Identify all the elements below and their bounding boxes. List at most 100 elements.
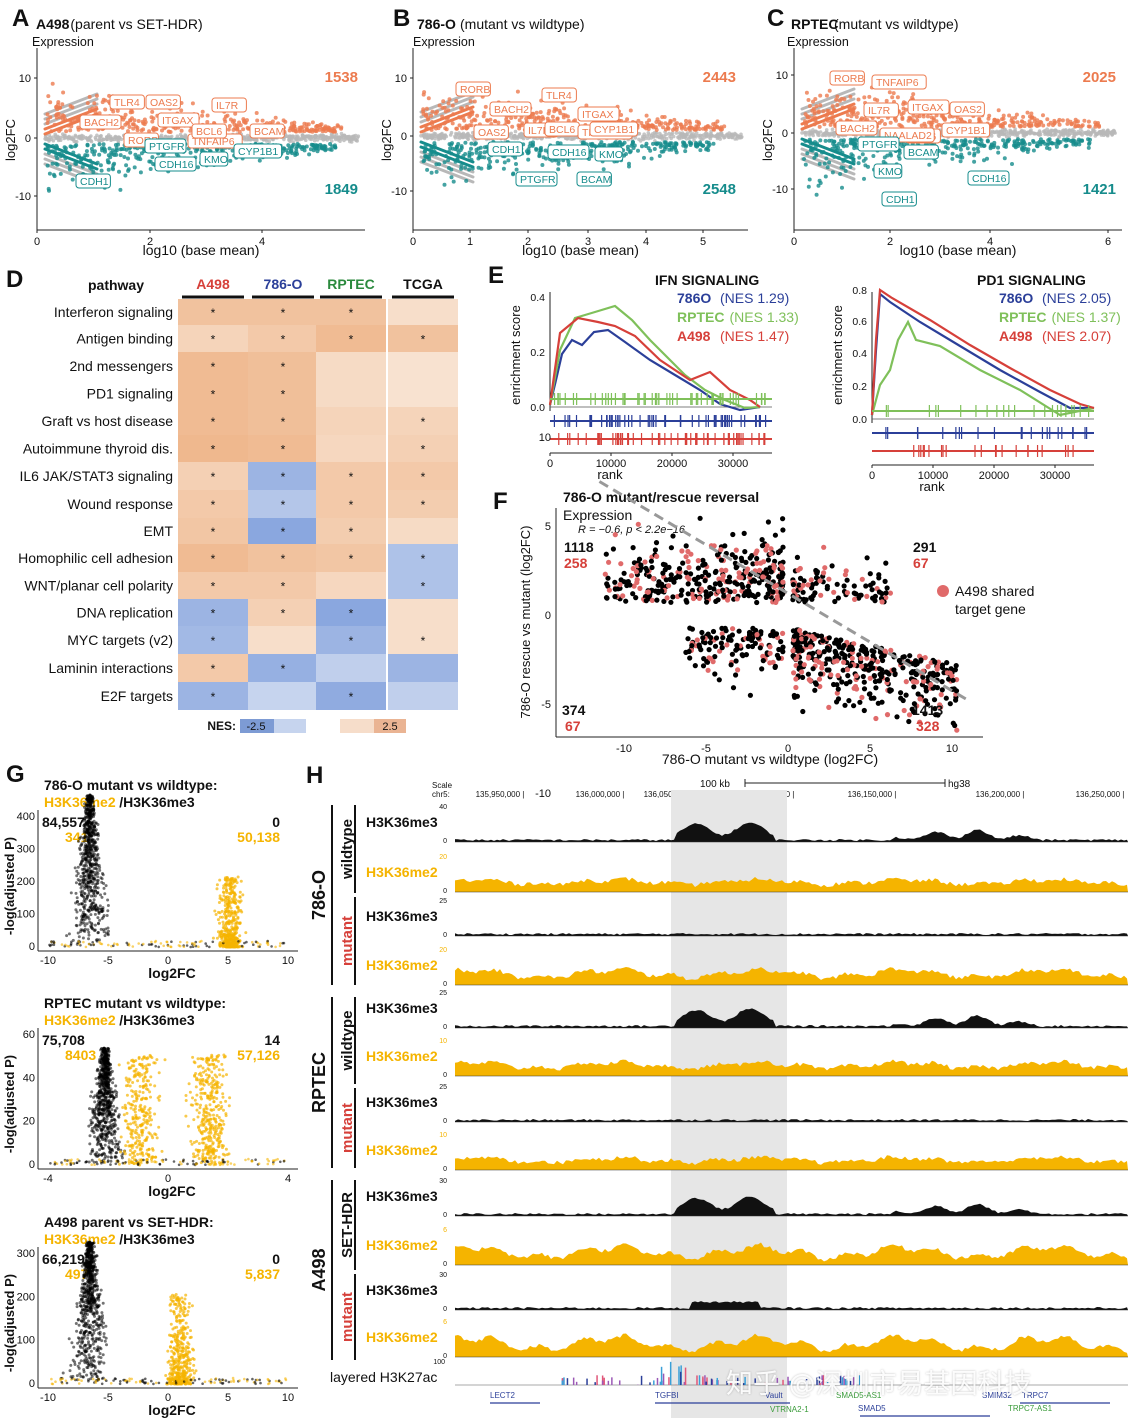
point-ns <box>997 134 1001 138</box>
point-up <box>461 125 466 130</box>
point-ns <box>679 133 684 138</box>
data-point <box>870 595 876 601</box>
point-down <box>602 143 607 147</box>
gsea-title: IFN SIGNALING <box>655 272 759 288</box>
point-down <box>962 142 967 147</box>
point-down <box>830 170 835 175</box>
data-point <box>618 561 624 567</box>
legend-pos-light <box>340 719 374 733</box>
point-up <box>241 127 246 132</box>
point-up <box>675 121 679 126</box>
data-point <box>749 643 756 650</box>
data-point <box>720 587 726 593</box>
point-up <box>450 103 455 108</box>
column-header: RPTEC <box>327 276 374 292</box>
gene-label: TLR4 <box>114 97 140 109</box>
point-up <box>281 118 286 123</box>
gene-label: CDH1 <box>886 194 915 206</box>
significance-star: * <box>421 634 426 648</box>
point-down <box>541 155 546 160</box>
point-ns <box>800 131 804 135</box>
panel-title-panelC: RPTEC <box>791 16 838 32</box>
point-down <box>1063 144 1068 149</box>
point-down <box>566 162 571 167</box>
data-point <box>760 574 766 580</box>
point-down <box>825 165 830 170</box>
point-down <box>976 149 981 154</box>
heat-cell <box>316 352 386 380</box>
point-ns <box>453 135 458 140</box>
data-point <box>700 635 706 641</box>
point-down <box>322 145 327 150</box>
data-point <box>705 667 711 673</box>
y-axis-label: enrichment score <box>830 305 845 405</box>
point-down <box>98 163 103 168</box>
point-up <box>435 109 439 114</box>
point-up <box>64 129 69 134</box>
data-point <box>653 540 660 546</box>
point-down <box>70 177 75 182</box>
x-tick-label: 4 <box>643 236 649 248</box>
point-down <box>537 153 542 158</box>
panel-letter-E: E <box>488 262 504 289</box>
point-down <box>706 148 711 153</box>
point-down <box>128 150 133 155</box>
gene-label: CDH1 <box>492 144 521 156</box>
point-ns <box>1028 131 1032 136</box>
point-up <box>442 121 447 126</box>
point-up <box>826 108 831 113</box>
point-down <box>814 192 819 197</box>
point-down <box>627 164 631 169</box>
point-ns <box>1065 133 1070 137</box>
point-up <box>443 109 448 114</box>
point-down <box>996 150 1001 155</box>
point-up <box>827 88 832 93</box>
point-up <box>1076 119 1080 124</box>
point-down <box>88 158 93 163</box>
heat-cell <box>248 682 318 710</box>
data-point <box>767 644 773 650</box>
point-up <box>619 113 624 117</box>
data-point <box>692 663 698 669</box>
point-up <box>76 127 81 132</box>
point-down <box>85 142 90 147</box>
x-tick-label: 0 <box>410 236 416 248</box>
point-down <box>455 157 460 162</box>
scatter-stat: R = −0.6, p < 2.2e−16 <box>578 524 686 536</box>
y-tick-label: 0.4 <box>530 292 545 304</box>
data-point <box>668 545 675 551</box>
point-up <box>451 112 456 117</box>
point-up <box>297 125 302 130</box>
point-up <box>1001 116 1006 121</box>
point-down <box>463 165 468 170</box>
point-up <box>149 115 154 120</box>
data-point <box>606 587 613 593</box>
point-down <box>472 142 477 147</box>
point-down <box>945 146 950 151</box>
x-tick-label: 2 <box>147 236 153 248</box>
y-tick-label: 0 <box>401 131 407 143</box>
y-tick-label: 10 <box>776 70 788 82</box>
heat-cell <box>388 518 458 544</box>
point-down <box>314 146 319 151</box>
point-up <box>711 122 716 127</box>
point-down <box>124 147 129 152</box>
gene-label: CYP1B1 <box>946 125 986 137</box>
point-down <box>646 146 651 151</box>
gene-label: CYP1B1 <box>238 146 278 158</box>
point-up <box>68 118 73 123</box>
point-down <box>972 153 977 158</box>
point-up <box>696 120 701 125</box>
data-point <box>691 576 698 583</box>
point-up <box>672 117 677 122</box>
data-point <box>757 567 763 574</box>
point-up <box>830 104 835 109</box>
point-ns <box>45 136 50 141</box>
data-point <box>666 564 672 571</box>
point-up <box>812 122 817 127</box>
point-down <box>672 145 677 150</box>
data-point <box>778 563 784 569</box>
point-down <box>1023 142 1027 147</box>
data-point <box>652 547 659 553</box>
significance-star: * <box>211 333 216 347</box>
